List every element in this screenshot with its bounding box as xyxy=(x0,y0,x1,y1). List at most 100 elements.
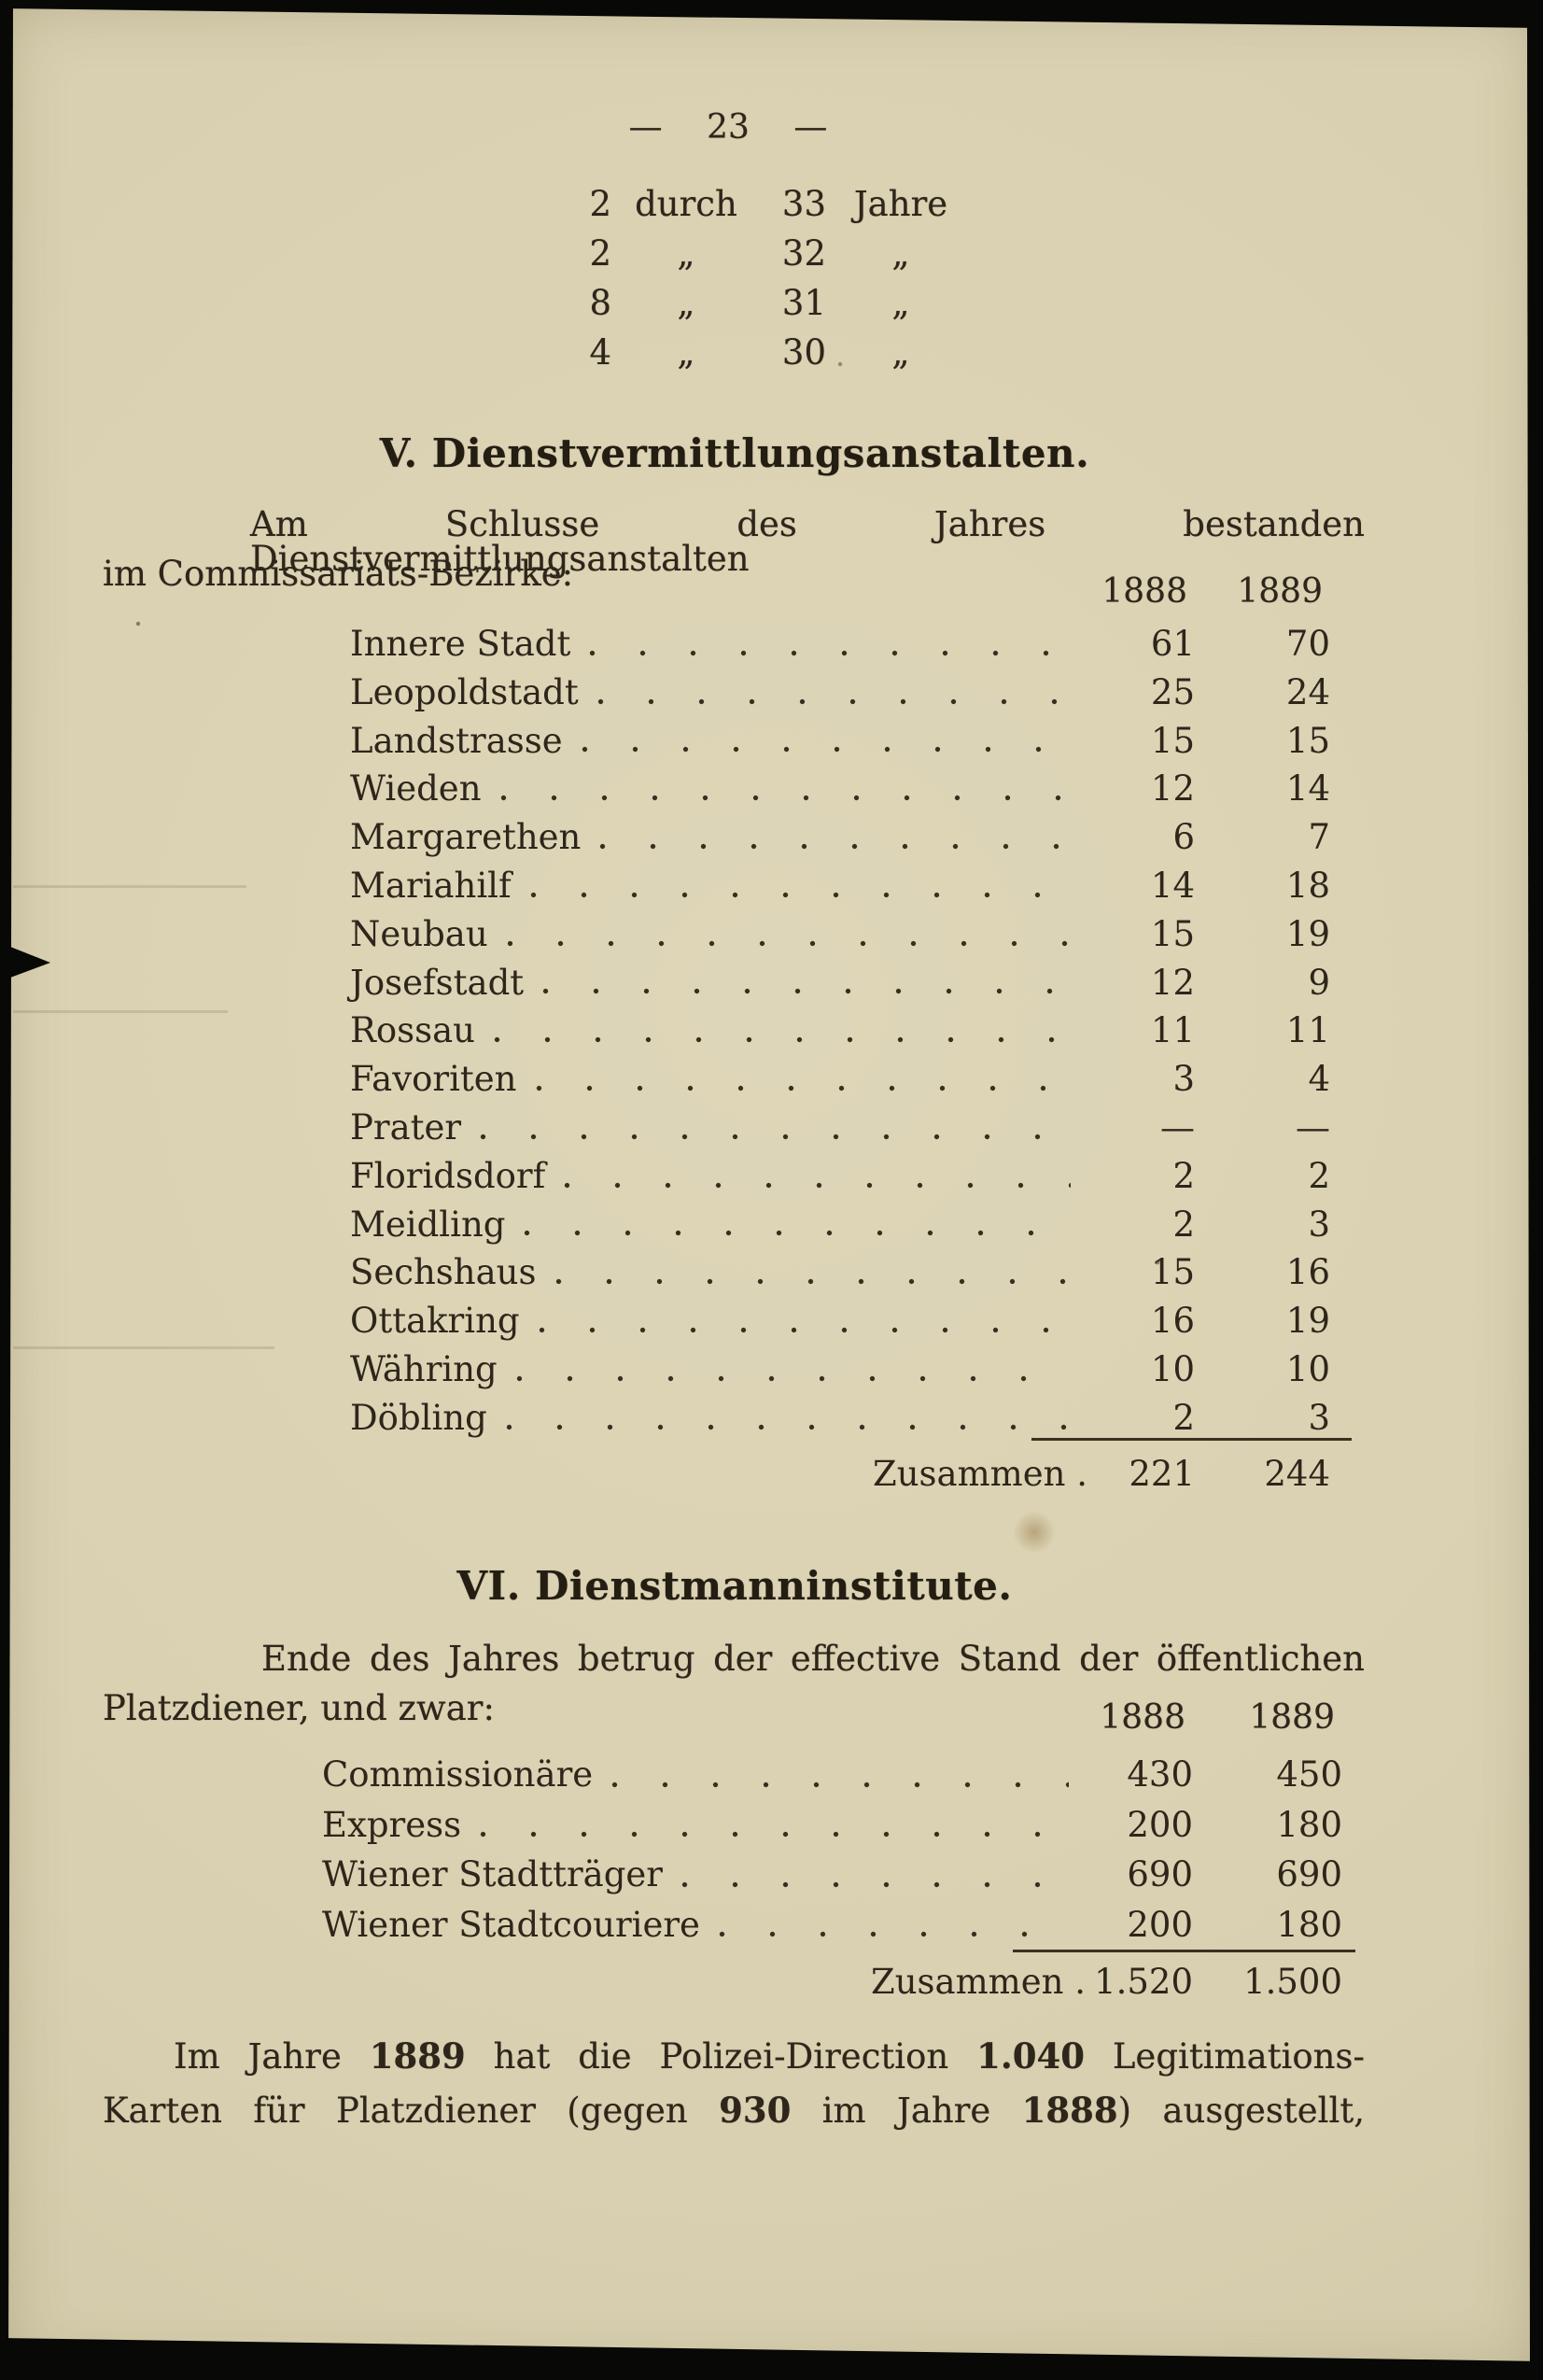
closing-text: im Jahre xyxy=(791,2091,1022,2131)
district-label: Margarethen xyxy=(350,817,582,858)
dot-leader xyxy=(681,1880,1069,1888)
duration-count: 2 xyxy=(589,184,611,224)
value-1888: 15 xyxy=(1150,720,1195,761)
table-row: Rossau 11 11 xyxy=(350,1007,1330,1055)
duration-connector: „ xyxy=(677,283,695,323)
duration-unit: „ xyxy=(891,233,910,274)
district-label: Leopoldstadt xyxy=(350,671,579,712)
closing-text: Karten für Platzdiener (gegen xyxy=(103,2091,720,2131)
value-1888: 200 xyxy=(1127,1804,1193,1845)
service-label: Commissionäre xyxy=(322,1754,594,1795)
closing-text: ) ausgestellt, xyxy=(1117,2091,1365,2131)
value-1888: 2 xyxy=(1172,1155,1195,1196)
dot-leader xyxy=(596,697,1071,705)
table-row: Margarethen 6 7 xyxy=(350,813,1330,862)
dot-leader xyxy=(480,1831,1069,1838)
service-label: Wiener Stadtträger xyxy=(322,1854,663,1894)
sum-rule xyxy=(1013,1950,1355,1952)
value-1889: 180 xyxy=(1276,1904,1342,1945)
table-row: Ottakring 16 19 xyxy=(350,1297,1330,1345)
value-1888: 2 xyxy=(1172,1397,1195,1438)
value-1889: 10 xyxy=(1285,1348,1330,1389)
service-label: Express xyxy=(322,1804,462,1845)
district-label: Innere Stadt xyxy=(350,624,571,664)
section-vi-heading: VI. Dienstmanninstitute. xyxy=(456,1563,1013,1609)
section-vi-intro-line2: Platzdiener, und zwar: xyxy=(103,1688,495,1728)
value-1888: 15 xyxy=(1150,913,1195,954)
table-total-row: Zusammen . 221 244 xyxy=(350,1451,1330,1498)
value-1888: — xyxy=(1160,1106,1195,1148)
duration-connector: „ xyxy=(677,332,695,373)
table-row: Floridsdorf 2 2 xyxy=(350,1152,1330,1201)
dot-leader xyxy=(494,1036,1071,1044)
dot-leader xyxy=(535,1084,1071,1091)
value-1888: 11 xyxy=(1150,1010,1195,1051)
closing-year-1888: 1888 xyxy=(1021,2090,1118,2131)
value-1889: 180 xyxy=(1276,1804,1342,1845)
duration-count: 2 xyxy=(589,233,611,274)
dot-leader xyxy=(524,1230,1071,1237)
dot-leader xyxy=(515,1374,1071,1382)
spacer xyxy=(322,1701,1086,1735)
scan-streak xyxy=(13,1010,228,1013)
district-label: Favoriten xyxy=(350,1059,517,1100)
value-1888: 12 xyxy=(1150,962,1195,1003)
year-col-1888: 1888 xyxy=(1100,1698,1185,1737)
duration-list: 2 durch 33 Jahre 2 „ 32 „ 8 „ 31 „ 4 „ xyxy=(565,187,975,385)
value-1888: 6 xyxy=(1172,817,1195,858)
closing-text: Im Jahre xyxy=(174,2036,370,2077)
duration-years: 30 xyxy=(781,332,826,373)
value-1888: 12 xyxy=(1150,768,1195,810)
section-v-intro-line1: Am Schlusse des Jahres bestanden Dienstv… xyxy=(250,504,1365,579)
closing-line1: Im Jahre 1889 hat die Polizei-Direction … xyxy=(103,2035,1365,2078)
table-total-row: Zusammen . 1.520 1.500 xyxy=(322,1959,1342,2006)
table-row: Wiener Stadtträger 690 690 xyxy=(322,1850,1342,1900)
duration-unit: „ xyxy=(891,332,910,373)
spacer xyxy=(350,575,1087,609)
porter-institutes-table: Commissionäre 430 450 Express 200 180 Wi… xyxy=(322,1750,1342,1950)
value-1888: 200 xyxy=(1127,1904,1193,1945)
value-1888: 690 xyxy=(1127,1854,1193,1894)
table-row: Leopoldstadt 25 24 xyxy=(350,669,1330,717)
value-1889: 7 xyxy=(1308,817,1330,858)
table-row: Wiener Stadtcouriere 200 180 xyxy=(322,1900,1342,1950)
total-1888: 1.520 xyxy=(1094,1962,1193,2002)
total-1888: 221 xyxy=(1129,1454,1195,1494)
value-1889: 9 xyxy=(1308,962,1330,1003)
district-label: Währing xyxy=(350,1348,498,1389)
section-vi-intro-line1: Ende des Jahres betrug der effective Sta… xyxy=(261,1639,1365,1679)
dot-leader xyxy=(505,1423,1071,1430)
district-label: Landstrasse xyxy=(350,720,563,761)
total-1889: 244 xyxy=(1264,1454,1330,1494)
year-col-1889: 1889 xyxy=(1249,1698,1335,1737)
value-1888: 430 xyxy=(1127,1754,1193,1795)
dot-leader xyxy=(599,842,1071,850)
table-row: Währing 10 10 xyxy=(350,1345,1330,1394)
closing-text: hat die Polizei-Direction xyxy=(465,2036,977,2077)
scan-streak xyxy=(13,885,246,888)
total-label: Zusammen . xyxy=(872,1454,1087,1494)
value-1889: 14 xyxy=(1285,768,1330,810)
value-1888: 61 xyxy=(1150,624,1195,664)
district-label: Döbling xyxy=(350,1397,487,1438)
district-label: Sechshaus xyxy=(350,1252,537,1293)
duration-count: 4 xyxy=(589,332,611,373)
year-col-1888: 1888 xyxy=(1101,572,1187,611)
value-1888: 10 xyxy=(1150,1348,1195,1389)
district-label: Prater xyxy=(350,1106,462,1148)
district-label: Mariahilf xyxy=(350,865,512,906)
table-row: Landstrasse 15 15 xyxy=(350,717,1330,766)
dot-leader xyxy=(480,1133,1071,1140)
closing-count-930: 930 xyxy=(719,2090,792,2131)
dot-leader xyxy=(542,988,1071,995)
service-agencies-table: Innere Stadt 61 70 Leopoldstadt 25 24 La… xyxy=(350,620,1330,1443)
year-header-row: 1888 1889 xyxy=(322,1701,1342,1735)
table-row: Favoriten 3 4 xyxy=(350,1055,1330,1104)
value-1889: 3 xyxy=(1308,1397,1330,1438)
district-label: Floridsdorf xyxy=(350,1155,546,1196)
table-row: Neubau 15 19 xyxy=(350,910,1330,959)
closing-year-1889: 1889 xyxy=(369,2035,466,2077)
value-1888: 3 xyxy=(1172,1059,1195,1100)
duration-unit: Jahre xyxy=(853,184,948,224)
duration-years: 32 xyxy=(781,233,826,274)
